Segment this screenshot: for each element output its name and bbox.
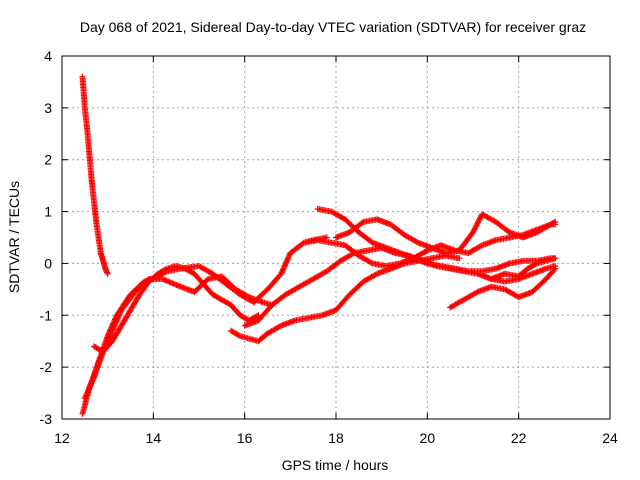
series-track-b (81, 273, 276, 402)
y-tick-label: -1 (40, 307, 53, 323)
series-track-j (488, 255, 559, 282)
y-tick-label: -2 (40, 359, 53, 375)
series-track-i (447, 265, 559, 311)
x-tick-label: 20 (420, 430, 436, 446)
y-tick-label: 1 (44, 204, 52, 220)
data-point-markers (314, 206, 559, 275)
data-point-markers (91, 263, 262, 355)
data-point-markers (81, 273, 276, 402)
series-track-h (301, 218, 559, 269)
y-tick-label: -3 (40, 411, 53, 427)
plot-frame (61, 55, 611, 420)
y-tick-label: 4 (44, 48, 52, 64)
x-tick-label: 16 (237, 430, 253, 446)
y-tick-label: 0 (44, 255, 52, 271)
x-tick-label: 14 (146, 430, 162, 446)
y-axis-label: SDTVAR / TECUs (6, 181, 22, 293)
series-descent (79, 73, 111, 277)
data-point-markers (488, 255, 559, 282)
series-track-f (314, 206, 559, 275)
data-point-markers (301, 218, 559, 269)
chart-title: Day 068 of 2021, Sidereal Day-to-day VTE… (80, 19, 586, 35)
x-tick-label: 22 (511, 430, 527, 446)
y-tick-label: 3 (44, 100, 52, 116)
data-point-markers (79, 73, 111, 277)
series-track-c (91, 263, 262, 355)
x-tick-label: 24 (602, 430, 618, 446)
x-tick-label: 18 (328, 430, 344, 446)
data-point-markers (447, 265, 559, 311)
x-axis-label: GPS time / hours (282, 457, 389, 473)
plot-data (79, 73, 559, 417)
x-tick-label: 12 (54, 430, 70, 446)
y-tick-label: 2 (44, 152, 52, 168)
